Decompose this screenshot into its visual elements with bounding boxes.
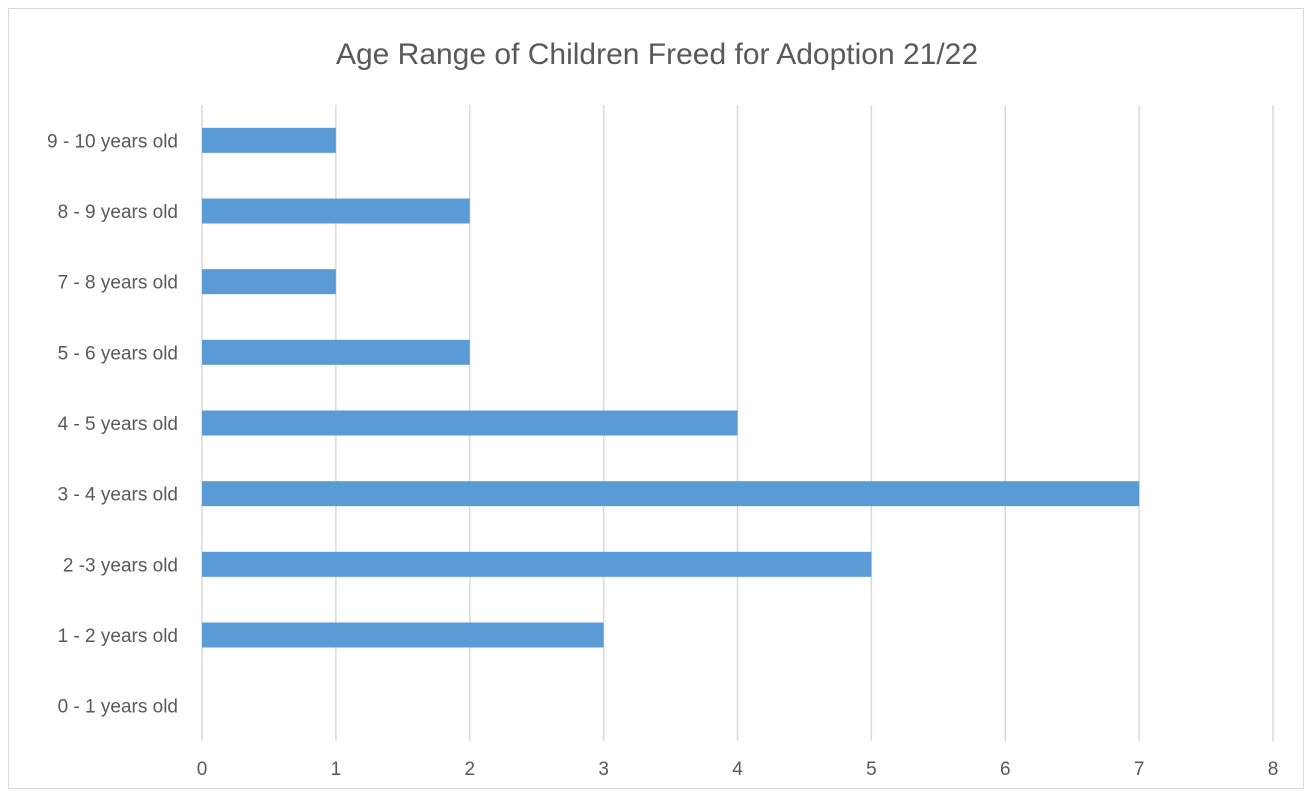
chart-frame: Age Range of Children Freed for Adoption… — [8, 8, 1304, 789]
bar-3 — [202, 481, 1140, 507]
category-label-4: 4 - 5 years old — [58, 414, 178, 435]
bar-6 — [202, 269, 336, 295]
x-tick-labels: 0 1 2 3 4 5 6 7 8 — [197, 759, 1279, 780]
category-labels: 0 - 1 years old 1 - 2 years old 2 -3 years… — [47, 131, 178, 717]
category-label-6: 7 - 8 years old — [58, 273, 178, 294]
bar-7 — [202, 198, 470, 224]
category-label-8: 9 - 10 years old — [47, 131, 178, 152]
chart-title: Age Range of Children Freed for Adoption… — [336, 38, 978, 71]
category-label-3: 3 - 4 years old — [58, 485, 178, 506]
x-tick-label-8: 8 — [1268, 759, 1279, 780]
x-tick-label-6: 6 — [1000, 759, 1011, 780]
x-tick-label-0: 0 — [197, 759, 208, 780]
category-label-0: 0 - 1 years old — [58, 697, 178, 718]
category-label-2: 2 -3 years old — [63, 555, 178, 576]
bar-1 — [202, 622, 604, 648]
bar-4 — [202, 410, 738, 436]
bar-8 — [202, 127, 336, 153]
x-tick-label-7: 7 — [1134, 759, 1145, 780]
bar-5 — [202, 339, 470, 365]
x-tick-label-5: 5 — [866, 759, 877, 780]
x-tick-label-2: 2 — [464, 759, 475, 780]
x-tick-label-1: 1 — [331, 759, 342, 780]
category-label-5: 5 - 6 years old — [58, 343, 178, 364]
x-tick-label-3: 3 — [598, 759, 609, 780]
bars — [202, 127, 1140, 648]
category-label-7: 8 - 9 years old — [58, 202, 178, 223]
category-label-1: 1 - 2 years old — [58, 626, 178, 647]
x-tick-label-4: 4 — [732, 759, 743, 780]
bar-chart: Age Range of Children Freed for Adoption… — [47, 38, 1279, 780]
bar-2 — [202, 551, 872, 577]
